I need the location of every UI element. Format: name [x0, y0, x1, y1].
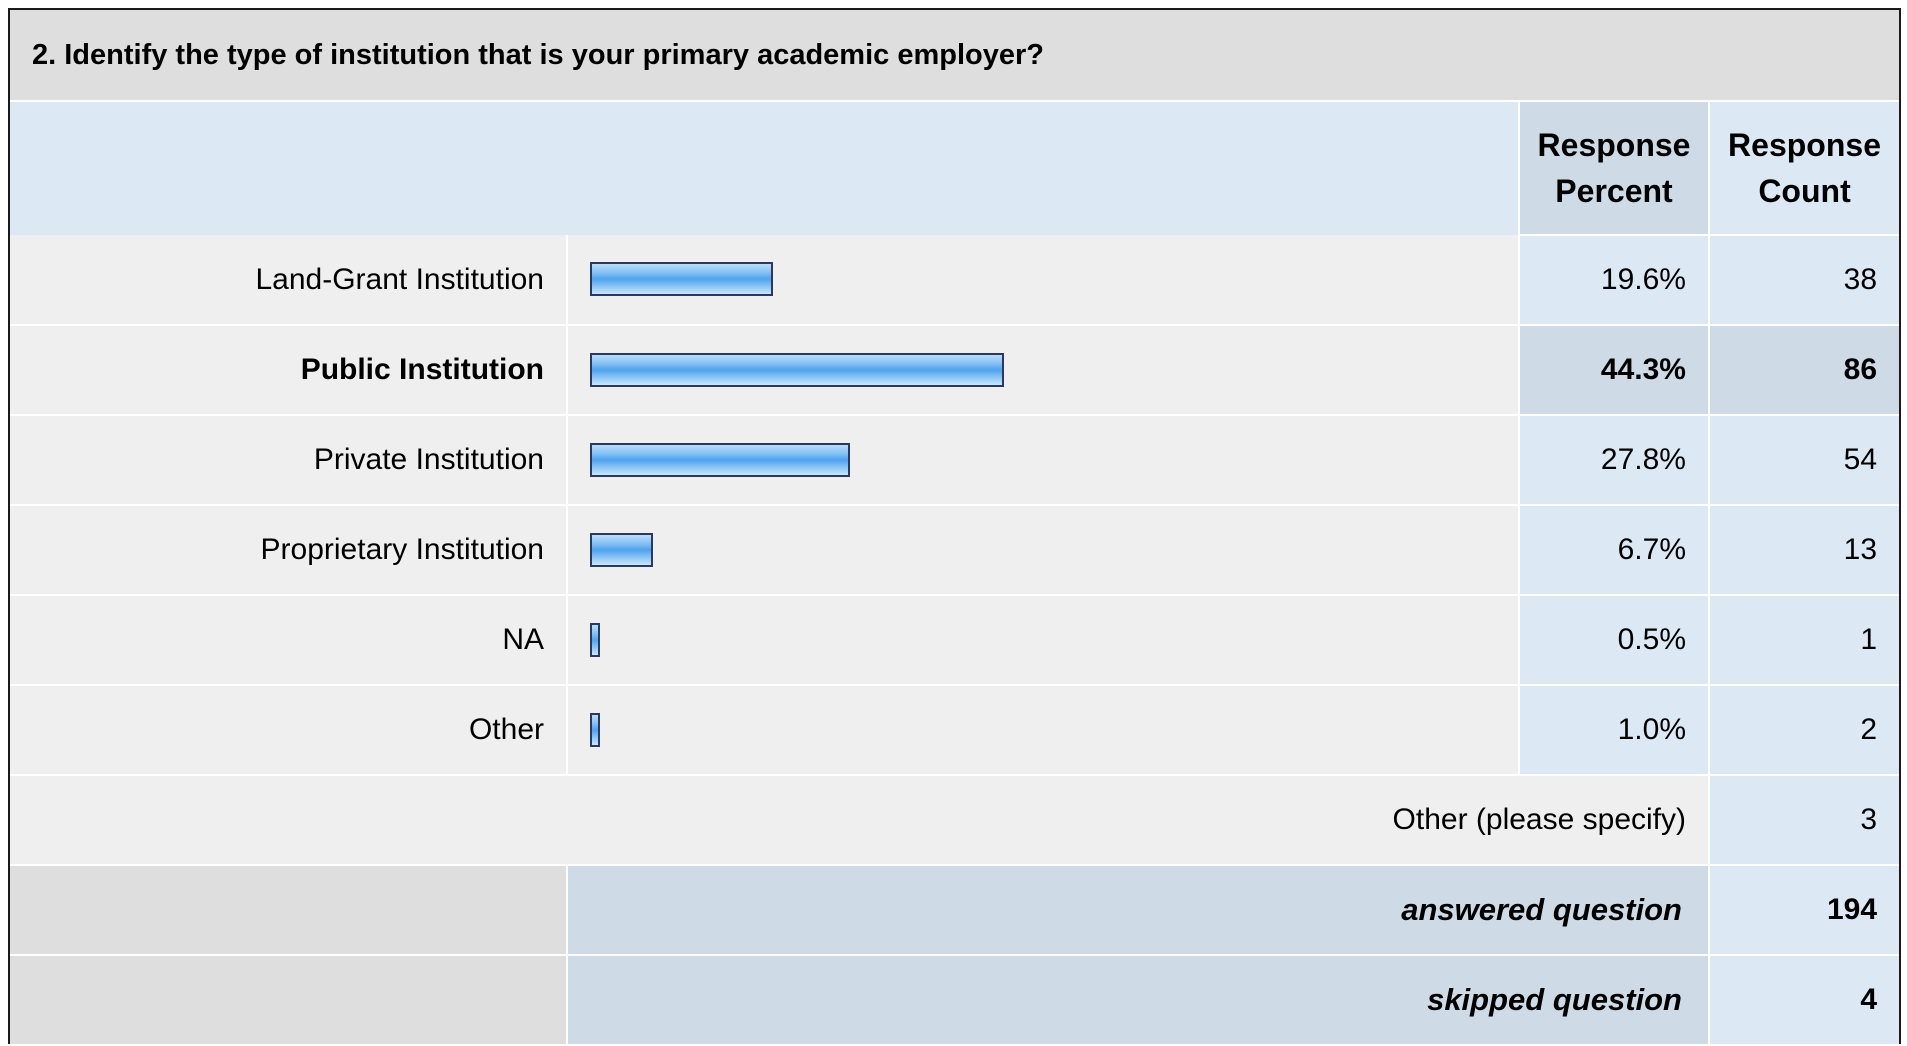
response-percent: 6.7%: [1519, 505, 1710, 596]
category-label: Land-Grant Institution: [10, 235, 568, 326]
response-percent: 1.0%: [1519, 685, 1710, 776]
table-row: Other 1.0% 2: [10, 685, 1900, 776]
bar-cell: [567, 595, 1520, 686]
bar: [590, 623, 600, 657]
bar: [590, 443, 850, 477]
bar: [590, 262, 774, 296]
bar-cell: [567, 325, 1520, 416]
response-count-header-line2: Count: [1758, 173, 1851, 209]
results-table: 2. Identify the type of institution that…: [10, 10, 1900, 1046]
header-blank: [10, 101, 1520, 235]
category-label: Public Institution: [10, 325, 568, 416]
table-row: Public Institution 44.3% 86: [10, 325, 1900, 416]
question-title: 2. Identify the type of institution that…: [10, 10, 1900, 102]
skipped-question-label: skipped question: [567, 955, 1710, 1046]
bar-cell: [567, 235, 1520, 326]
skipped-blank: [10, 955, 568, 1046]
answered-blank: [10, 865, 568, 956]
table-row: Land-Grant Institution 19.6% 38: [10, 235, 1900, 326]
response-count: 2: [1709, 685, 1900, 776]
response-count: 1: [1709, 595, 1900, 686]
response-percent-header-line2: Percent: [1555, 173, 1673, 209]
skipped-question-value: 4: [1709, 955, 1900, 1046]
response-percent: 27.8%: [1519, 415, 1710, 506]
table-row: NA 0.5% 1: [10, 595, 1900, 686]
other-specify-count: 3: [1709, 775, 1900, 866]
response-percent-header-line1: Response: [1537, 127, 1691, 163]
response-percent: 44.3%: [1519, 325, 1710, 416]
response-count-header-line1: Response: [1728, 127, 1881, 163]
survey-results-panel: 2. Identify the type of institution that…: [8, 8, 1901, 1046]
other-specify-label: Other (please specify): [10, 775, 1710, 866]
response-percent-header: Response Percent: [1519, 101, 1710, 236]
response-percent: 19.6%: [1519, 235, 1710, 326]
bar-cell: [567, 415, 1520, 506]
bar: [590, 713, 600, 747]
bar: [590, 353, 1004, 387]
category-label: Private Institution: [10, 415, 568, 506]
answered-question-value: 194: [1709, 865, 1900, 956]
answered-question-label: answered question: [567, 865, 1710, 956]
table-row: Proprietary Institution 6.7% 13: [10, 505, 1900, 596]
bar-cell: [567, 505, 1520, 596]
category-label: Proprietary Institution: [10, 505, 568, 596]
response-count: 54: [1709, 415, 1900, 506]
response-count: 38: [1709, 235, 1900, 326]
response-count: 13: [1709, 505, 1900, 596]
category-label: NA: [10, 595, 568, 686]
table-row: Private Institution 27.8% 54: [10, 415, 1900, 506]
response-percent: 0.5%: [1519, 595, 1710, 686]
response-count-header: Response Count: [1709, 101, 1900, 236]
category-label: Other: [10, 685, 568, 776]
bar: [590, 533, 653, 567]
response-count: 86: [1709, 325, 1900, 416]
bar-cell: [567, 685, 1520, 776]
